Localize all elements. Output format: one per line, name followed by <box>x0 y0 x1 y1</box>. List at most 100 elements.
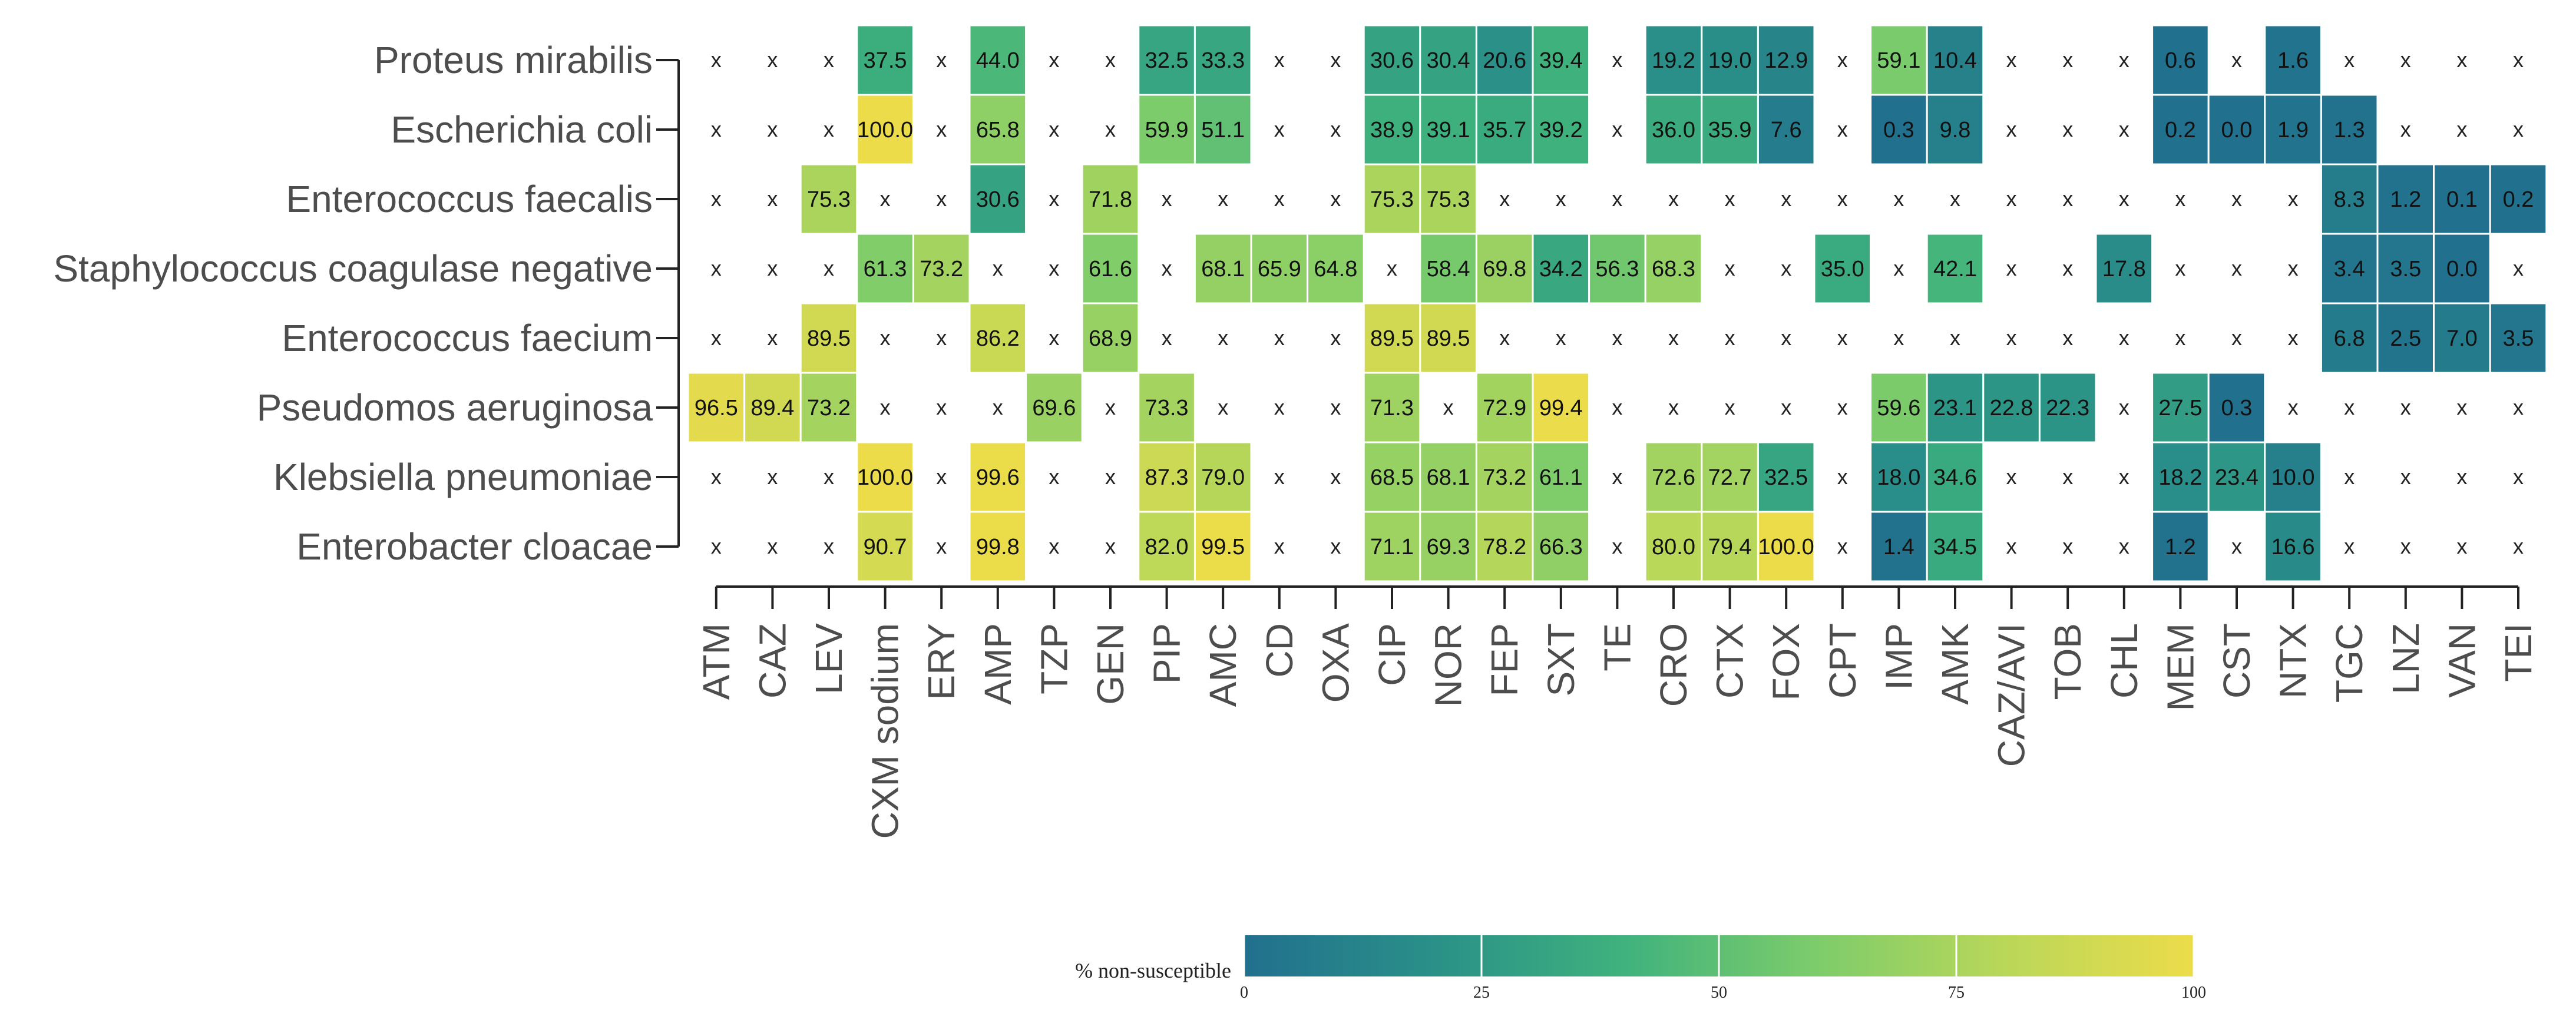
cell-label-pseudomos-aeruginosa-imp: 59.6 <box>1877 396 1920 421</box>
cell-klebsiella-pneumoniae-mem <box>2151 441 2210 513</box>
na-marker-pseudomos-aeruginosa-amp: x <box>993 395 1003 419</box>
na-marker-enterococcus-faecalis-tzp: x <box>1049 187 1059 211</box>
cell-enterobacter-cloacae-nor <box>1419 511 1477 582</box>
cell-label-enterobacter-cloacae-sxt: 66.3 <box>1539 535 1583 559</box>
cell-enterobacter-cloacae-amc <box>1193 511 1252 582</box>
na-marker-proteus-mirabilis-gen: x <box>1105 48 1116 72</box>
na-marker-pseudomos-aeruginosa-gen: x <box>1105 395 1116 419</box>
na-marker-escherichia-coli-tzp: x <box>1049 117 1059 141</box>
x-tick-label-imp: IMP <box>1877 623 1920 690</box>
y-tick-label-proteus-mirabilis: Proteus mirabilis <box>374 39 653 81</box>
cell-enterococcus-faecium-amp <box>968 302 1027 374</box>
na-marker-staphylococcus-coagulase-negative-fox: x <box>1781 256 1791 280</box>
cell-label-staphylococcus-coagulase-negative-te: 56.3 <box>1595 257 1639 282</box>
cell-escherichia-coli-fep <box>1475 94 1534 165</box>
cell-escherichia-coli-pip <box>1137 94 1196 165</box>
na-marker-proteus-mirabilis-ery: x <box>936 48 947 72</box>
cell-label-enterobacter-cloacae-amp: 99.8 <box>976 535 1020 559</box>
cell-proteus-mirabilis-sxt <box>1532 24 1590 96</box>
na-marker-proteus-mirabilis-tei: x <box>2513 48 2524 72</box>
na-marker-staphylococcus-coagulase-negative-pip: x <box>1162 256 1172 280</box>
cell-proteus-mirabilis-mem <box>2151 24 2210 96</box>
na-marker-klebsiella-pneumoniae-te: x <box>1612 465 1622 489</box>
cell-proteus-mirabilis-nor <box>1419 24 1477 96</box>
x-tick-label-amk: AMK <box>1934 623 1976 705</box>
na-marker-enterococcus-faecalis-fep: x <box>1499 187 1510 211</box>
x-tick-label-cxm-sodium: CXM sodium <box>864 623 907 839</box>
cell-staphylococcus-coagulase-negative-oxa <box>1307 233 1365 304</box>
x-tick-label-nor: NOR <box>1427 623 1470 707</box>
x-tick-label-tei: TEI <box>2497 623 2539 682</box>
na-marker-pseudomos-aeruginosa-cd: x <box>1274 395 1285 419</box>
cell-staphylococcus-coagulase-negative-fep <box>1475 233 1534 304</box>
na-marker-enterococcus-faecalis-pip: x <box>1162 187 1172 211</box>
na-marker-escherichia-coli-cpt: x <box>1837 117 1848 141</box>
na-marker-enterobacter-cloacae-te: x <box>1612 534 1622 558</box>
na-marker-staphylococcus-coagulase-negative-lev: x <box>824 256 834 280</box>
cell-staphylococcus-coagulase-negative-sxt <box>1532 233 1590 304</box>
na-marker-proteus-mirabilis-cst: x <box>2231 48 2242 72</box>
na-marker-klebsiella-pneumoniae-lnz: x <box>2400 465 2411 489</box>
x-tick-label-van: VAN <box>2441 623 2483 698</box>
cell-label-klebsiella-pneumoniae-amp: 99.6 <box>976 465 1020 490</box>
cell-enterobacter-cloacae-ctx <box>1701 511 1759 582</box>
cell-enterobacter-cloacae-cip <box>1363 511 1421 582</box>
cell-label-enterobacter-cloacae-pip: 82.0 <box>1145 535 1189 559</box>
na-marker-klebsiella-pneumoniae-lev: x <box>824 465 834 489</box>
cell-label-enterobacter-cloacae-cip: 71.1 <box>1370 535 1414 559</box>
cell-label-staphylococcus-coagulase-negative-amk: 42.1 <box>1933 257 1977 282</box>
x-tick-label-cd: CD <box>1258 623 1301 677</box>
na-marker-staphylococcus-coagulase-negative-ctx: x <box>1725 256 1735 280</box>
na-marker-proteus-mirabilis-lev: x <box>824 48 834 72</box>
na-marker-klebsiella-pneumoniae-tob: x <box>2062 465 2073 489</box>
na-marker-enterobacter-cloacae-chl: x <box>2119 534 2129 558</box>
cell-enterobacter-cloacae-mem <box>2151 511 2210 582</box>
na-marker-escherichia-coli-lnz: x <box>2400 117 2411 141</box>
cell-klebsiella-pneumoniae-amp <box>968 441 1027 513</box>
cell-label-enterobacter-cloacae-amc: 99.5 <box>1201 535 1245 559</box>
cell-label-klebsiella-pneumoniae-ntx: 10.0 <box>2271 465 2315 490</box>
cell-staphylococcus-coagulase-negative-amc <box>1193 233 1252 304</box>
cell-label-staphylococcus-coagulase-negative-tgc: 3.4 <box>2334 257 2365 282</box>
cell-label-enterococcus-faecalis-lnz: 1.2 <box>2390 187 2421 212</box>
cell-staphylococcus-coagulase-negative-chl <box>2095 233 2154 304</box>
cell-label-staphylococcus-coagulase-negative-cd: 65.9 <box>1258 257 1301 282</box>
cell-label-proteus-mirabilis-fep: 20.6 <box>1483 48 1526 73</box>
na-marker-escherichia-coli-atm: x <box>711 117 722 141</box>
na-marker-enterococcus-faecium-caz: x <box>767 326 778 350</box>
na-marker-enterococcus-faecium-atm: x <box>711 326 722 350</box>
x-tick-label-oxa: OXA <box>1314 623 1357 703</box>
na-marker-proteus-mirabilis-oxa: x <box>1330 48 1341 72</box>
cell-enterobacter-cloacae-fep <box>1475 511 1534 582</box>
na-marker-enterobacter-cloacae-ery: x <box>936 534 947 558</box>
na-marker-enterococcus-faecium-cst: x <box>2231 326 2242 350</box>
na-marker-enterobacter-cloacae-atm: x <box>711 534 722 558</box>
na-marker-proteus-mirabilis-tzp: x <box>1049 48 1059 72</box>
cell-escherichia-coli-cip <box>1363 94 1421 165</box>
cell-label-staphylococcus-coagulase-negative-nor: 58.4 <box>1427 257 1470 282</box>
na-marker-staphylococcus-coagulase-negative-tob: x <box>2062 256 2073 280</box>
na-marker-enterococcus-faecium-pip: x <box>1162 326 1172 350</box>
y-tick-label-staphylococcus-coagulase-negative: Staphylococcus coagulase negative <box>53 247 653 290</box>
na-marker-enterococcus-faecalis-cst: x <box>2231 187 2242 211</box>
na-marker-enterococcus-faecium-amc: x <box>1218 326 1228 350</box>
cell-label-staphylococcus-coagulase-negative-oxa: 64.8 <box>1314 257 1357 282</box>
cell-staphylococcus-coagulase-negative-amk <box>1926 233 1985 304</box>
cell-escherichia-coli-amp <box>968 94 1027 165</box>
cell-pseudomos-aeruginosa-fep <box>1475 372 1534 443</box>
x-axis: ATM CAZ LEV CXM sodium ERY AMP TZP GEN PIP AMC CD O… <box>695 585 2539 839</box>
x-tick-label-tob: TOB <box>2046 623 2089 700</box>
legend-tick-label-25: 25 <box>1473 984 1490 1002</box>
na-marker-pseudomos-aeruginosa-ctx: x <box>1725 395 1735 419</box>
cell-label-klebsiella-pneumoniae-nor: 68.1 <box>1427 465 1470 490</box>
na-marker-pseudomos-aeruginosa-chl: x <box>2119 395 2129 419</box>
na-marker-proteus-mirabilis-chl: x <box>2119 48 2129 72</box>
na-marker-proteus-mirabilis-caz-avi: x <box>2006 48 2017 72</box>
na-marker-enterococcus-faecium-ctx: x <box>1725 326 1735 350</box>
cell-label-enterococcus-faecium-nor: 89.5 <box>1427 326 1470 351</box>
cell-klebsiella-pneumoniae-fep <box>1475 441 1534 513</box>
x-tick-label-mem: MEM <box>2159 623 2201 711</box>
cell-escherichia-coli-cxm-sodium <box>856 94 914 165</box>
cell-label-proteus-mirabilis-fox: 12.9 <box>1764 48 1808 73</box>
